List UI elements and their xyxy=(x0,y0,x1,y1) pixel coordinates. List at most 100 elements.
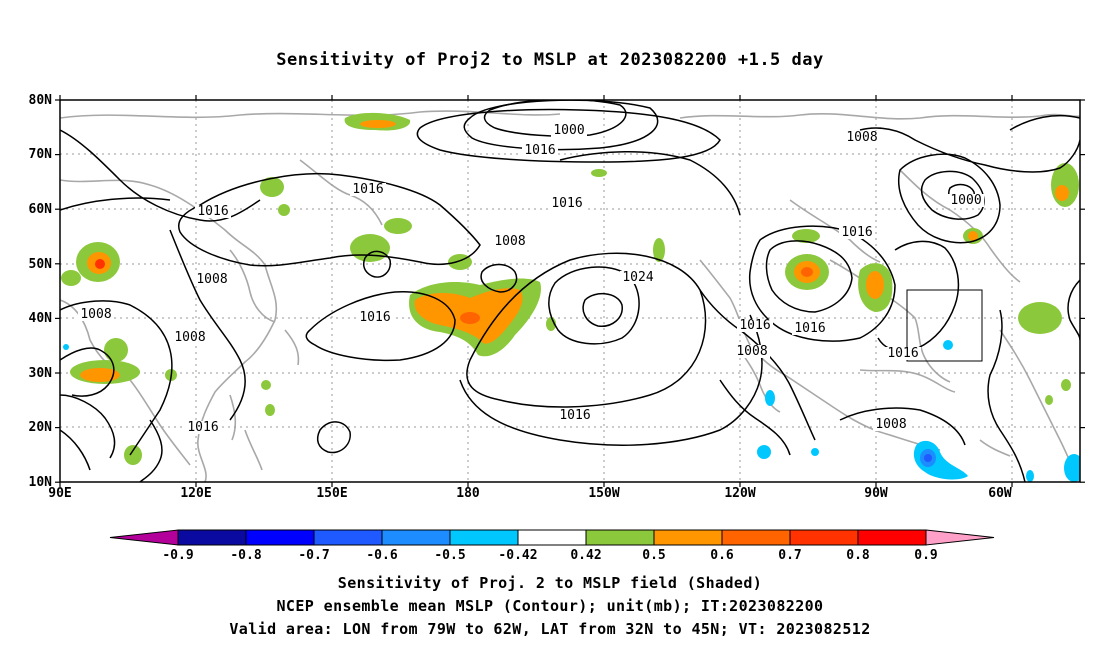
contour-label-bg xyxy=(844,131,880,144)
y-tick-label: 30N xyxy=(29,366,53,381)
shade-region xyxy=(1026,470,1034,482)
y-tick-label: 80N xyxy=(29,93,53,108)
contour-label-bg xyxy=(873,418,909,431)
shade-region xyxy=(546,317,556,331)
shade-region xyxy=(765,390,775,406)
contour-label-bg xyxy=(195,205,231,218)
colorbar-label: 0.5 xyxy=(642,548,665,563)
contour-label-bg xyxy=(172,331,208,344)
contour-label: 1016 xyxy=(187,420,218,435)
contour-label-bg xyxy=(522,144,558,157)
colorbar-label: 0.6 xyxy=(710,548,734,563)
shade-region xyxy=(460,312,480,324)
contour-label: 1008 xyxy=(846,130,877,145)
contour-label: 1016 xyxy=(352,182,383,197)
x-tick-label: 150E xyxy=(316,486,347,501)
shade-region xyxy=(261,380,271,390)
contour-label-bg xyxy=(551,124,587,137)
colorbar-arrow-low xyxy=(109,529,179,546)
contour-label: 1008 xyxy=(736,344,767,359)
x-tick-label: 60W xyxy=(988,486,1012,501)
sensitivity-map: 1000 1016 1016 1008 1016 1016 1016 1008 1024 1016… xyxy=(29,93,1085,563)
colorbar: -0.9 -0.8 -0.7 -0.6 -0.5 -0.42 0.42 0.5 0.6 0.7 0.… xyxy=(109,529,995,563)
shade-region xyxy=(260,177,284,197)
shade-region xyxy=(61,270,81,286)
contour-label-bg xyxy=(78,308,114,321)
colorbar-swatch xyxy=(653,529,723,546)
plot-frame xyxy=(59,99,1081,483)
shade-region xyxy=(801,267,813,277)
colorbar-swatch xyxy=(177,529,247,546)
colorbar-label: -0.5 xyxy=(434,548,465,563)
contour-label: 1016 xyxy=(841,225,872,240)
colorbar-label: -0.7 xyxy=(298,548,329,563)
colorbar-swatch xyxy=(313,529,383,546)
x-tick-label: 120W xyxy=(724,486,755,501)
shade-region xyxy=(792,229,820,243)
contour-label: 1024 xyxy=(622,270,653,285)
footer-line-shading: Sensitivity of Proj. 2 to MSLP field (Sh… xyxy=(337,574,763,592)
colorbar-arrow-high xyxy=(925,529,995,546)
shade-region xyxy=(360,120,396,128)
colorbar-label: -0.8 xyxy=(230,548,261,563)
colorbar-swatch xyxy=(381,529,451,546)
contour-label-bg xyxy=(549,197,585,210)
contour-label-bg xyxy=(885,347,921,360)
shade-region xyxy=(757,445,771,459)
contour-label-bg xyxy=(792,322,828,335)
contour-label: 1016 xyxy=(524,143,555,158)
contour-label-bg xyxy=(620,271,656,284)
contour-label-bg xyxy=(194,273,230,286)
colorbar-label: 0.8 xyxy=(846,548,870,563)
shade-region xyxy=(943,340,953,350)
shade-region xyxy=(1045,395,1053,405)
contour-label: 1008 xyxy=(174,330,205,345)
contour-label: 1000 xyxy=(950,193,981,208)
shade-region xyxy=(1061,379,1071,391)
shade-region xyxy=(80,368,120,382)
contour-label-bg xyxy=(737,319,773,332)
shade-region xyxy=(1018,302,1062,334)
contour-label: 1016 xyxy=(739,318,770,333)
sensitivity-shading xyxy=(61,112,1080,482)
contour-label-bg xyxy=(492,235,528,248)
colorbar-swatch xyxy=(857,529,927,546)
colorbar-swatch xyxy=(449,529,519,546)
shade-region xyxy=(866,271,884,299)
shade-region xyxy=(265,404,275,416)
colorbar-swatch xyxy=(789,529,859,546)
shade-region xyxy=(1055,185,1069,201)
colorbar-label: 0.42 xyxy=(570,548,601,563)
y-tick-label: 70N xyxy=(29,147,53,162)
colorbar-swatch xyxy=(517,529,587,546)
valid-area-box xyxy=(906,289,983,362)
shade-region xyxy=(350,234,390,262)
contour-label-bg xyxy=(557,409,593,422)
colorbar-label: 0.7 xyxy=(778,548,801,563)
footer-line-valid-area: Valid area: LON from 79W to 62W, LAT fro… xyxy=(229,620,871,638)
coastlines xyxy=(60,110,1080,482)
colorbar-label: -0.42 xyxy=(498,548,537,563)
contour-label-bg xyxy=(357,311,393,324)
contour-label: 1016 xyxy=(359,310,390,325)
colorbar-swatch xyxy=(585,529,655,546)
x-tick-label: 90E xyxy=(48,486,71,501)
y-tick-label: 60N xyxy=(29,202,53,217)
contour-label: 1016 xyxy=(559,408,590,423)
shade-region xyxy=(384,218,412,234)
shade-region xyxy=(278,204,290,216)
contour-label: 1000 xyxy=(553,123,584,138)
colorbar-swatch xyxy=(245,529,315,546)
contour-label-bg xyxy=(734,345,770,358)
x-tick-label: 90W xyxy=(864,486,888,501)
contour-label: 1008 xyxy=(80,307,111,322)
contour-label-bg xyxy=(185,421,221,434)
contour-label: 1008 xyxy=(196,272,227,287)
shade-region xyxy=(63,344,69,350)
chart-title: Sensitivity of Proj2 to MSLP at 20230822… xyxy=(276,50,824,70)
x-tick-label: 120E xyxy=(180,486,211,501)
y-tick-label: 20N xyxy=(29,420,53,435)
shade-region xyxy=(924,454,932,462)
y-tick-label: 10N xyxy=(29,475,53,490)
mslp-contours xyxy=(60,100,1080,482)
